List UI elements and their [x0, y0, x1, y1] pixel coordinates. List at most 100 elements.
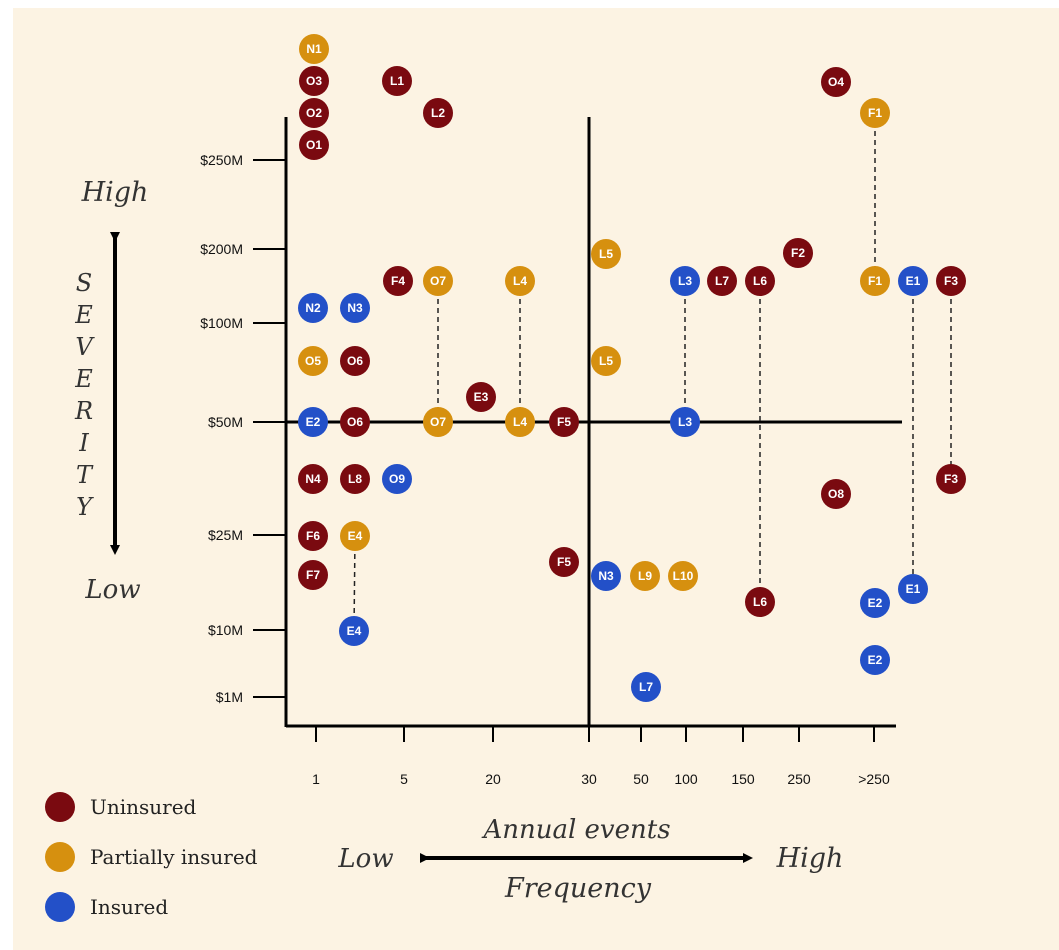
y-tick-label: $100M: [200, 315, 243, 331]
point-l1-marker: [382, 66, 412, 96]
y-tick-label: $10M: [208, 622, 243, 638]
y-tick-label: $200M: [200, 241, 243, 257]
point-f6-label: F6: [306, 529, 320, 543]
point-l8-marker: [340, 464, 370, 494]
point-l9-marker: [630, 561, 660, 591]
point-n2-label: N2: [305, 301, 321, 315]
point-l7-label: L7: [715, 274, 729, 288]
point-l7-label: L7: [639, 680, 653, 694]
point-o8-label: O8: [828, 487, 844, 501]
point-e4-label: E4: [348, 529, 363, 543]
point-e4-marker: [340, 521, 370, 551]
point-l5-marker: [591, 239, 621, 269]
point-f1-label: F1: [868, 274, 882, 288]
point-f5-marker: [549, 547, 579, 577]
point-e1-label: E1: [906, 274, 921, 288]
point-e3-label: E3: [474, 390, 489, 404]
point-l4-marker: [505, 407, 535, 437]
legend-label-uninsured: Uninsured: [90, 795, 197, 819]
legend-swatch-partial: [45, 842, 75, 872]
x-tick-label: 5: [400, 771, 408, 787]
point-n4-marker: [298, 464, 328, 494]
x-low-label: Low: [337, 844, 393, 874]
point-l6-marker: [745, 266, 775, 296]
point-e4-label: E4: [347, 624, 362, 638]
point-l8-label: L8: [348, 472, 362, 486]
connector-e4: [353, 535, 356, 632]
point-f5-label: F5: [557, 555, 571, 569]
point-f5-marker: [549, 407, 579, 437]
point-n3-label: N3: [347, 301, 363, 315]
point-f4-label: F4: [391, 274, 405, 288]
x-high-label: High: [776, 843, 844, 874]
y-tick-label: $50M: [208, 414, 243, 430]
points-layer: N1 O3 O2 O1 L1 L2 O4 F1 F1 L5 F2 F4 O7 L4 L3 L7 L6 E1 F3 N2…: [298, 34, 966, 702]
point-o2-marker: [299, 98, 329, 128]
point-l2-label: L2: [431, 106, 445, 120]
point-o9-label: O9: [389, 472, 405, 486]
point-l6-label: L6: [753, 595, 767, 609]
point-f7-label: F7: [306, 568, 320, 582]
point-l5-label: L5: [599, 354, 613, 368]
point-e2-marker: [860, 588, 890, 618]
point-n3-label: N3: [598, 569, 614, 583]
point-l6-marker: [745, 587, 775, 617]
x-tick-label: 20: [485, 771, 501, 787]
point-o5-marker: [298, 346, 328, 376]
point-f1-marker: [860, 266, 890, 296]
point-l3-label: L3: [678, 415, 692, 429]
y-tick-label: $25M: [208, 527, 243, 543]
point-f2-marker: [783, 238, 813, 268]
point-o9-marker: [382, 464, 412, 494]
point-f3-label: F3: [944, 274, 958, 288]
axes-layer: $1M $10M $25M $50M $100M $200M $250M 1 5 20 30 50 10…: [200, 117, 902, 787]
y-tick-label: $250M: [200, 152, 243, 168]
point-o3-label: O3: [306, 74, 322, 88]
point-f3-label: F3: [944, 472, 958, 486]
point-n4-label: N4: [305, 472, 321, 486]
x-tick-label: 150: [731, 771, 755, 787]
point-o6-label: O6: [347, 354, 363, 368]
point-o2-label: O2: [306, 106, 322, 120]
point-o3-marker: [299, 66, 329, 96]
point-f5-label: F5: [557, 415, 571, 429]
x-axis-label: Annual events: [481, 815, 670, 845]
point-o5-label: O5: [305, 354, 321, 368]
point-l3-label: L3: [678, 274, 692, 288]
x-tick-label: 50: [633, 771, 649, 787]
point-l10-label: L10: [673, 569, 694, 583]
point-o6-label: O6: [347, 415, 363, 429]
point-f1-label: F1: [868, 106, 882, 120]
point-l1-label: L1: [390, 74, 404, 88]
legend-label-insured: Insured: [90, 895, 168, 919]
x-tick-label: 30: [581, 771, 597, 787]
chart-panel: [13, 8, 1059, 950]
point-f3-marker: [936, 266, 966, 296]
point-o6-marker: [340, 346, 370, 376]
connector-layer: [353, 113, 952, 632]
point-l6-label: L6: [753, 274, 767, 288]
point-f1-marker: [860, 98, 890, 128]
legend: Uninsured Partially insured Insured: [45, 792, 258, 922]
point-e3-marker: [466, 382, 496, 412]
x-tick-label: >250: [858, 771, 890, 787]
point-e1-label: E1: [906, 582, 921, 596]
point-n3-marker: [340, 293, 370, 323]
point-f3-marker: [936, 464, 966, 494]
point-l9-label: L9: [638, 569, 652, 583]
point-l5-marker: [591, 346, 621, 376]
point-n2-marker: [298, 293, 328, 323]
point-e1-marker: [898, 266, 928, 296]
point-e1-marker: [898, 574, 928, 604]
point-l4-marker: [505, 266, 535, 296]
y-high-label: High: [81, 177, 149, 208]
point-l4-label: L4: [513, 274, 527, 288]
point-e2-marker: [298, 407, 328, 437]
legend-label-partial: Partially insured: [90, 845, 258, 869]
point-f4-marker: [383, 266, 413, 296]
point-l2-marker: [423, 98, 453, 128]
legend-swatch-insured: [45, 892, 75, 922]
y-low-label: Low: [84, 575, 140, 605]
point-o8-marker: [821, 479, 851, 509]
x-tick-label: 1: [312, 771, 320, 787]
